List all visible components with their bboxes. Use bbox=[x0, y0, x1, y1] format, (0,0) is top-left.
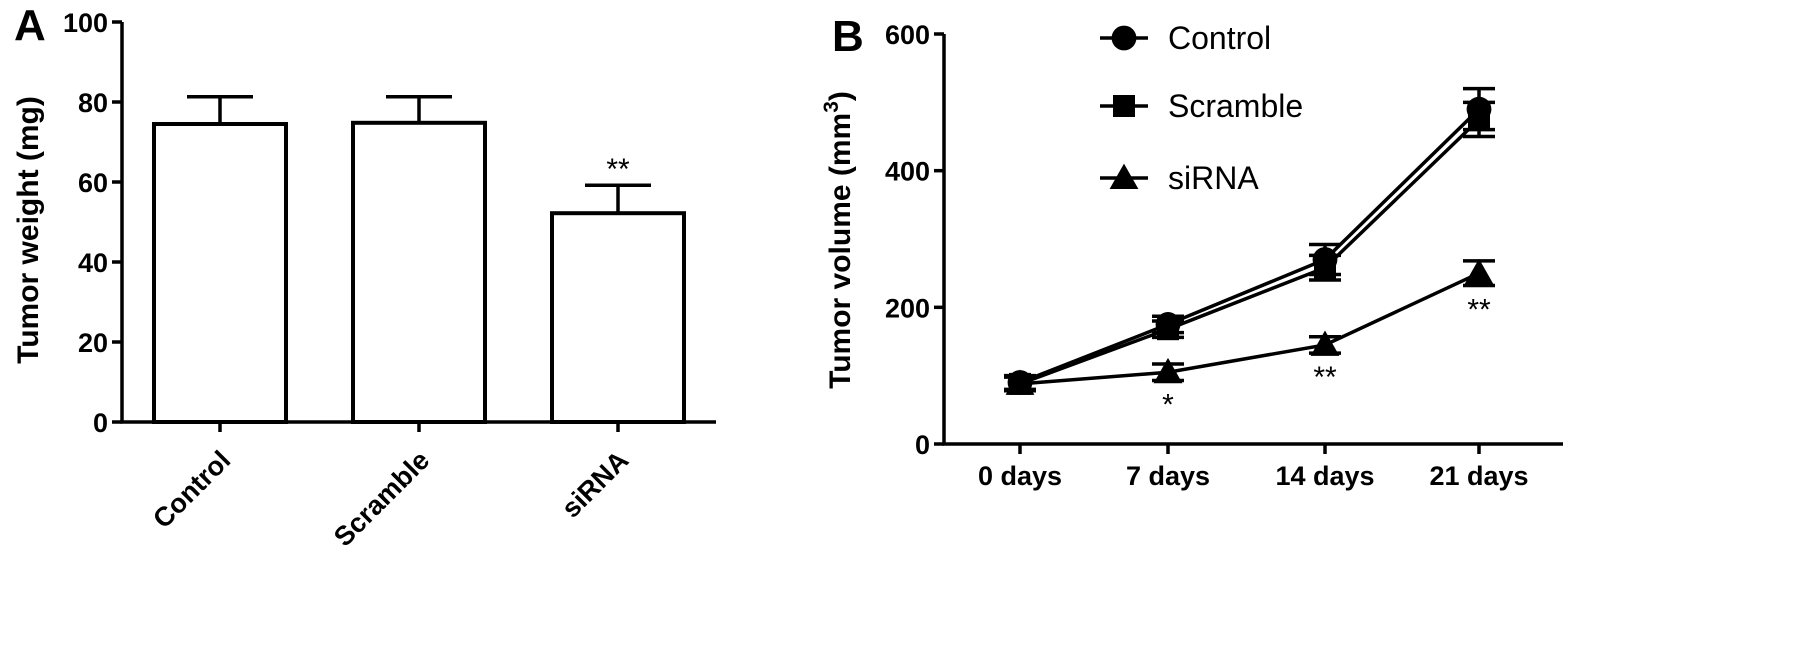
panel-b-point-sirna bbox=[1464, 258, 1494, 285]
panel-b-point-scramble bbox=[1157, 318, 1179, 341]
panel-a-y-tick-label: 20 bbox=[78, 328, 108, 358]
panel-b-legend-marker-sirna bbox=[1109, 163, 1139, 189]
panel-a-bar-sirna bbox=[550, 211, 686, 424]
panel-b-x-tick-label: 21 days bbox=[1429, 461, 1528, 491]
panel-a-significance-label: ** bbox=[606, 153, 630, 186]
panel-b-legend-marker-control bbox=[1111, 25, 1137, 51]
panel-b-y-tick-label: 200 bbox=[885, 293, 930, 323]
panel-b-legend-marker-scramble bbox=[1113, 95, 1135, 117]
panel-b-y-axis-label-superscript: 3 bbox=[820, 101, 843, 113]
panel-b-series-line-scramble bbox=[1019, 118, 1481, 386]
panel-b-series-line-control bbox=[1019, 107, 1481, 385]
panel-b-x-tick-label: 7 days bbox=[1126, 461, 1210, 491]
panel-a-label: A bbox=[14, 1, 46, 50]
panel-a-y-tick-label: 0 bbox=[93, 408, 108, 438]
panel-a-y-tick-label: 60 bbox=[78, 168, 108, 198]
panel-a-y-tick-label: 80 bbox=[78, 88, 108, 118]
panel-a-category-label: Scramble bbox=[328, 445, 435, 552]
panel-b-legend-label-control: Control bbox=[1168, 20, 1271, 56]
panel-b-point-sirna bbox=[1153, 357, 1183, 384]
panel-b-legend-label-sirna: siRNA bbox=[1168, 160, 1259, 196]
panel-b-significance-label: * bbox=[1162, 388, 1174, 421]
panel-b-significance-label: ** bbox=[1467, 293, 1491, 326]
panel-b-x-tick-label: 0 days bbox=[978, 461, 1062, 491]
panel-a-bar-scramble bbox=[351, 120, 487, 425]
panel-b-point-sirna bbox=[1310, 330, 1340, 356]
panel-b-point-scramble bbox=[1468, 108, 1490, 131]
panel-a-y-axis-label: Tumor weight (mg) bbox=[12, 96, 45, 364]
panel-b-y-tick-label: 400 bbox=[885, 157, 930, 187]
panel-a-category-label: Control bbox=[147, 445, 236, 534]
panel-b-y-axis-label: Tumor volume (mm3) bbox=[820, 91, 857, 389]
panel-b-series-line-sirna bbox=[1019, 271, 1480, 386]
panel-b-y-axis-label-text: Tumor volume (mm bbox=[824, 113, 857, 389]
panel-b-significance-label: ** bbox=[1313, 361, 1337, 394]
panel-b-x-tick-label: 14 days bbox=[1275, 461, 1374, 491]
panel-a-bar-control bbox=[152, 122, 288, 424]
panel-b-y-tick-label: 600 bbox=[885, 20, 930, 50]
panel-a-category-label: siRNA bbox=[556, 445, 634, 523]
panel-a-y-tick-label: 100 bbox=[63, 8, 108, 38]
panel-a-bar-chart: A Tumor weight (mg) 0 20 40 60 80 100 ** Cont… bbox=[12, 1, 716, 552]
panel-b-y-axis-label-close: ) bbox=[824, 91, 857, 101]
panel-b-point-sirna bbox=[1005, 369, 1035, 395]
panel-b-label: B bbox=[832, 12, 864, 61]
panel-b-legend-label-scramble: Scramble bbox=[1168, 88, 1303, 124]
panel-b-line-chart: B Tumor volume (mm3) 0 200 400 600 0 days 7 … bbox=[820, 12, 1563, 491]
panel-b-point-scramble bbox=[1314, 256, 1336, 279]
panel-a-y-tick-label: 40 bbox=[78, 248, 108, 278]
panel-b-y-tick-label: 0 bbox=[915, 430, 930, 460]
